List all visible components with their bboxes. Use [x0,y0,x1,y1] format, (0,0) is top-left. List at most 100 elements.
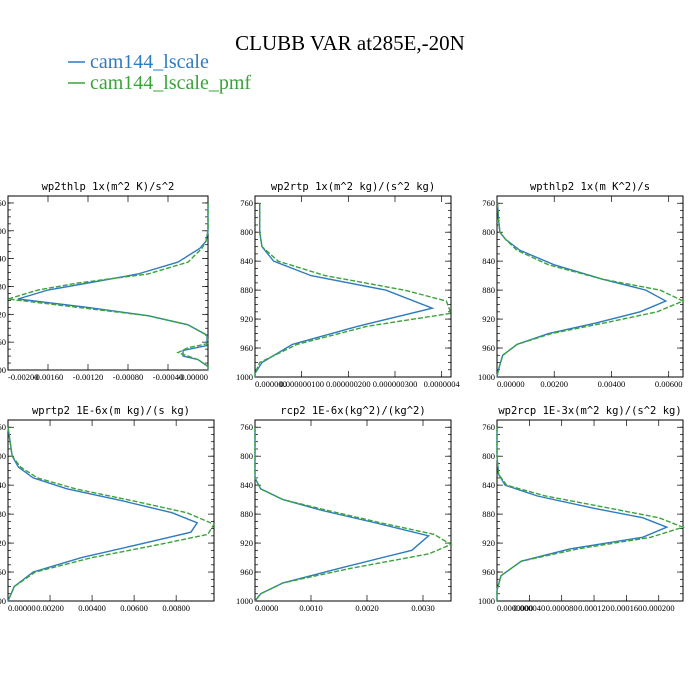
y-tick-label: 920 [482,314,495,324]
x-tick-label: 0.00600 [655,379,683,389]
x-tick-label: -0.00160 [33,372,63,382]
panel-title: rcp2 1E-6x(kg^2)/(kg^2) [280,405,425,417]
panel-title: wprtp2 1E-6x(m kg)/(s kg) [32,405,190,417]
y-tick-label: 800 [482,227,495,237]
y-tick-label: 920 [240,538,253,548]
y-tick-label: 840 [482,256,495,266]
series-line-cam144_lscale [7,427,199,602]
series-line-cam144_lscale_pmf [254,203,452,377]
panel: wp2rtp 1x(m^2 kg)/(s^2 kg) 760 800 840 880 92… [236,181,460,389]
x-tick-label: -0.00120 [73,372,103,382]
y-tick-label: 1000 [478,372,495,382]
panel-title: wp2rtp 1x(m^2 kg)/(s^2 kg) [271,181,435,193]
x-tick-label: 0.000040 [513,603,545,613]
x-tick-label: 0.0020 [355,603,378,613]
panel: wp2rcp 1E-3x(m^2 kg)/(s^2 kg)760 800 840 88… [478,405,686,613]
x-tick-label: 0.0000 [255,603,278,613]
y-tick-label: 760 [0,198,6,208]
series-line-cam144_lscale_pmf [7,427,216,602]
x-tick-label: 0.00000 [497,379,525,389]
x-tick-label: 0.00000 [8,603,36,613]
x-tick-label: 0.000000300 [373,379,418,389]
y-tick-label: 880 [0,509,6,519]
legend-label: cam144_lscale [90,51,209,73]
x-tick-label: -0.00000 [178,372,208,382]
y-tick-label: 920 [0,309,6,319]
x-tick-label: 0.0000000 [497,603,533,613]
panel: wprtp2 1E-6x(m kg)/(s kg) 760 800 840 880 920… [0,405,216,613]
x-tick-label: -0.00080 [113,372,143,382]
x-tick-label: 0.00600 [120,603,148,613]
y-tick-label: 880 [0,281,6,291]
x-tick-label: 0.000160 [610,603,642,613]
x-tick-label: 0.000200 [643,603,675,613]
y-tick-label: 960 [482,343,495,353]
y-tick-label: 800 [0,226,6,236]
figure-title: CLUBB VAR at285E,-20N [235,31,465,55]
plot-frame [496,195,684,378]
x-tick-label: 0.0010 [299,603,322,613]
y-tick-label: 840 [0,480,6,490]
x-tick-label: 0.000000100 [279,379,324,389]
x-tick-label: 0.000000 [255,379,287,389]
series-line-cam144_lscale_pmf [7,203,209,370]
plot-frame [496,419,684,602]
plot-frame [254,195,452,378]
panel: wp2thlp 1x(m^2 K)/s^2 760 800 840 880 920 960 1… [0,181,209,382]
x-tick-label: 0.00200 [540,379,568,389]
y-tick-label: 840 [240,256,253,266]
y-tick-label: 1000 [0,596,6,606]
x-tick-label: -0.00200 [8,372,38,382]
panel: rcp2 1E-6x(kg^2)/(kg^2) 760 800 840 880 920 96… [236,405,453,613]
y-tick-label: 920 [240,314,253,324]
x-tick-label: 0.000080 [546,603,578,613]
y-tick-label: 760 [482,198,495,208]
plot-frame [254,419,452,602]
y-tick-label: 840 [240,480,253,490]
y-tick-label: 760 [240,422,253,432]
y-tick-label: 880 [240,285,253,295]
y-tick-label: 840 [482,480,495,490]
x-tick-label: 0.00400 [598,379,626,389]
y-tick-label: 760 [482,422,495,432]
y-tick-label: 960 [240,343,253,353]
y-tick-label: 1000 [478,596,495,606]
y-tick-label: 880 [482,285,495,295]
y-tick-label: 800 [240,227,253,237]
y-tick-label: 800 [0,451,6,461]
y-tick-label: 800 [482,451,495,461]
x-tick-label: 0.000000200 [326,379,371,389]
x-tick-label: -0.00040 [153,372,183,382]
y-tick-label: 960 [0,337,6,347]
series-line-cam144_lscale_pmf [496,203,685,378]
series-line-cam144_lscale [17,203,209,370]
y-tick-label: 1000 [236,596,253,606]
y-tick-label: 760 [240,198,253,208]
series-line-cam144_lscale [496,203,668,378]
y-tick-label: 880 [482,509,495,519]
series-line-cam144_lscale [254,203,435,377]
x-tick-label: 0.000120 [578,603,610,613]
legend-label: cam144_lscale_pmf [90,72,251,94]
series-line-cam144_lscale_pmf [496,427,686,601]
panel-title: wp2thlp 1x(m^2 K)/s^2 [42,181,175,193]
y-tick-label: 840 [0,254,6,264]
y-tick-label: 1000 [236,372,253,382]
y-tick-label: 800 [240,451,253,461]
y-tick-label: 960 [482,567,495,577]
panels: wp2thlp 1x(m^2 K)/s^2 760 800 840 880 920 960 1… [0,181,686,613]
x-tick-label: 0.00800 [162,603,190,613]
x-tick-label: 0.00400 [78,603,106,613]
y-tick-label: 960 [240,567,253,577]
x-tick-label: 0.0030 [411,603,434,613]
x-tick-label: 0.00200 [36,603,64,613]
y-tick-label: 880 [240,509,253,519]
panel: wpthlp2 1x(m K^2)/s 760 800 840 880 920 960 100… [478,181,685,389]
series-line-cam144_lscale_pmf [254,427,453,602]
y-tick-label: 920 [0,538,6,548]
panel-title: wp2rcp 1E-3x(m^2 kg)/(s^2 kg) [498,405,681,417]
y-tick-label: 960 [0,567,6,577]
panel-title: wpthlp2 1x(m K^2)/s [530,181,650,193]
y-tick-label: 1000 [0,365,6,375]
